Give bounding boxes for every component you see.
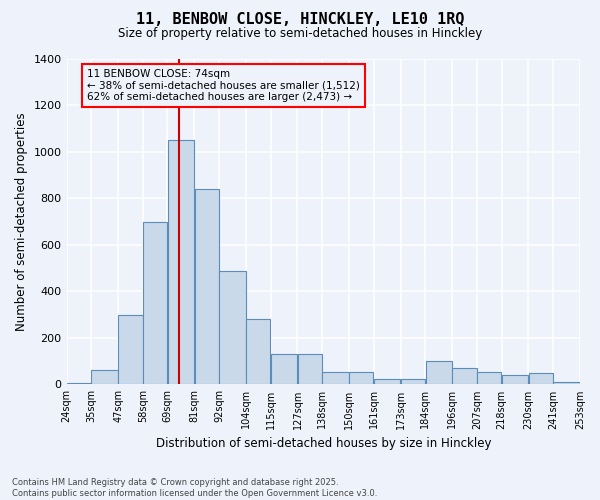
Bar: [502, 375, 528, 384]
Y-axis label: Number of semi-detached properties: Number of semi-detached properties: [15, 112, 28, 331]
Bar: [219, 270, 245, 384]
Text: 11, BENBOW CLOSE, HINCKLEY, LE10 1RQ: 11, BENBOW CLOSE, HINCKLEY, LE10 1RQ: [136, 12, 464, 28]
Bar: [194, 189, 219, 384]
Bar: [91, 370, 118, 384]
Bar: [143, 222, 167, 384]
Bar: [477, 372, 501, 384]
Text: Contains HM Land Registry data © Crown copyright and database right 2025.
Contai: Contains HM Land Registry data © Crown c…: [12, 478, 377, 498]
Bar: [529, 373, 553, 384]
X-axis label: Distribution of semi-detached houses by size in Hinckley: Distribution of semi-detached houses by …: [155, 437, 491, 450]
Bar: [298, 354, 322, 384]
Bar: [168, 140, 194, 384]
Text: Size of property relative to semi-detached houses in Hinckley: Size of property relative to semi-detach…: [118, 28, 482, 40]
Bar: [374, 378, 400, 384]
Bar: [553, 382, 580, 384]
Text: 11 BENBOW CLOSE: 74sqm
← 38% of semi-detached houses are smaller (1,512)
62% of : 11 BENBOW CLOSE: 74sqm ← 38% of semi-det…: [87, 69, 360, 102]
Bar: [401, 378, 425, 384]
Bar: [425, 361, 452, 384]
Bar: [452, 368, 476, 384]
Bar: [118, 314, 143, 384]
Bar: [271, 354, 297, 384]
Bar: [322, 372, 349, 384]
Bar: [246, 320, 271, 384]
Bar: [349, 372, 373, 384]
